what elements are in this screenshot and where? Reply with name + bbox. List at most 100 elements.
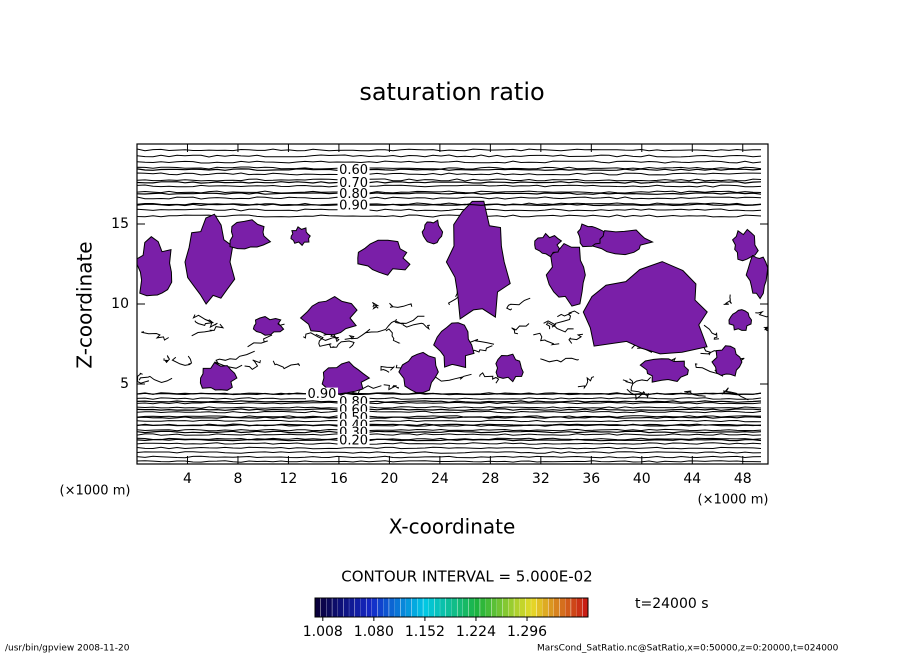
supersaturated-region [711,345,743,377]
contour-line [137,416,762,419]
contour-line [137,196,762,200]
supersaturated-region [321,361,371,396]
contour-line [506,297,531,311]
contour-line [137,424,762,427]
contour-line [138,375,173,384]
chart-title: saturation ratio [359,78,544,106]
x-tick-label: 20 [380,471,398,487]
contour-line [540,357,579,363]
supersaturated-region [728,309,753,331]
supersaturated-region [137,236,173,297]
contour-line [244,359,261,371]
contour-line [171,355,193,366]
colorbar-cell [497,598,503,617]
x-tick-label: 36 [582,471,600,487]
supersaturated-region [582,261,708,355]
contour-line [372,301,380,310]
colorbar-cell [542,598,549,617]
contour-line [533,332,560,346]
x-tick-label: 12 [280,471,298,487]
colorbar-cell [559,597,566,618]
contour-line [137,428,762,432]
contour-line [191,323,225,337]
contour-interval: CONTOUR INTERVAL = 5.000E-02 [341,568,592,586]
contour-line [137,442,762,445]
colorbar-cell [485,598,492,617]
contour-line [137,172,762,176]
colorbar-tick-label: 1.224 [456,624,496,640]
x-tick-label: 16 [330,471,348,487]
contour-line [137,208,762,212]
colorbar-cell [320,597,327,618]
contour-line [137,397,762,400]
contour-label-bg [337,176,370,189]
contour-line [137,433,762,436]
contour-label-bg [337,187,370,200]
contour-line [137,168,762,171]
colorbar-cell [519,598,526,617]
colorbar-cell [570,597,577,618]
colorbar-cell [417,598,424,617]
colorbar-cell [508,598,515,617]
colorbar-cell [491,597,498,618]
supersaturated-region [495,353,524,383]
contour-label-bg [337,198,370,211]
colorbar-cell [394,598,401,617]
colorbar-tick-label: 1.296 [507,624,547,640]
contour-line [141,331,169,341]
contour-line [247,334,273,348]
contour-line [365,320,404,334]
supersaturated-region [199,361,238,391]
footer-right: MarsCond_SatRatio.nc@SatRatio,x=0:50000,… [537,644,839,654]
contour-line [303,332,339,341]
contour-line [723,294,732,305]
supersaturated-region [639,358,689,383]
colorbar-cell [451,598,458,617]
footer-left: /usr/bin/gpview 2008-11-20 [5,644,130,654]
contour-line [577,376,595,390]
colorbar-cell [474,598,480,617]
contour-label: 0.80 [339,187,368,202]
contour-line [137,148,761,152]
contour-line [344,328,371,340]
contour-line [163,355,171,364]
colorbar-cell [468,597,475,618]
colorbar-cell [411,597,418,618]
colorbar-cell [531,598,537,617]
contour-line [137,166,762,170]
contour-line [137,410,762,414]
contour-line [137,178,762,182]
y-tick-label: 10 [111,296,129,312]
colorbar-cell [440,598,446,617]
colorbar-cell [553,598,560,617]
x-tick-label: 40 [633,471,651,487]
colorbar-cell [502,597,509,618]
colorbar-cell [383,598,389,617]
contour-label: 0.70 [339,176,368,191]
contour-line [272,360,301,370]
contour-line [137,423,762,427]
contour-line [215,350,255,365]
contour-line [137,446,762,450]
contour-line [331,340,355,349]
contour-label: 0.90 [308,387,337,402]
colorbar-cell [456,597,464,618]
colorbar-cell [360,598,367,617]
contour-label-bg [337,434,370,446]
contour-line [137,154,762,158]
contour-line [385,328,401,344]
colorbar-cell [565,598,571,617]
x-tick-label: 48 [734,471,752,487]
contour-line [557,310,580,318]
supersaturated-region [545,242,586,307]
supersaturated-region [357,239,411,276]
contour-line [137,214,762,218]
colorbar-cell [331,597,338,618]
contour-line [568,333,583,344]
contour-line [137,430,762,434]
contour-line [629,378,650,399]
colorbar-cell [547,597,555,618]
supersaturated-region [445,200,511,320]
supersaturated-region [184,213,236,305]
